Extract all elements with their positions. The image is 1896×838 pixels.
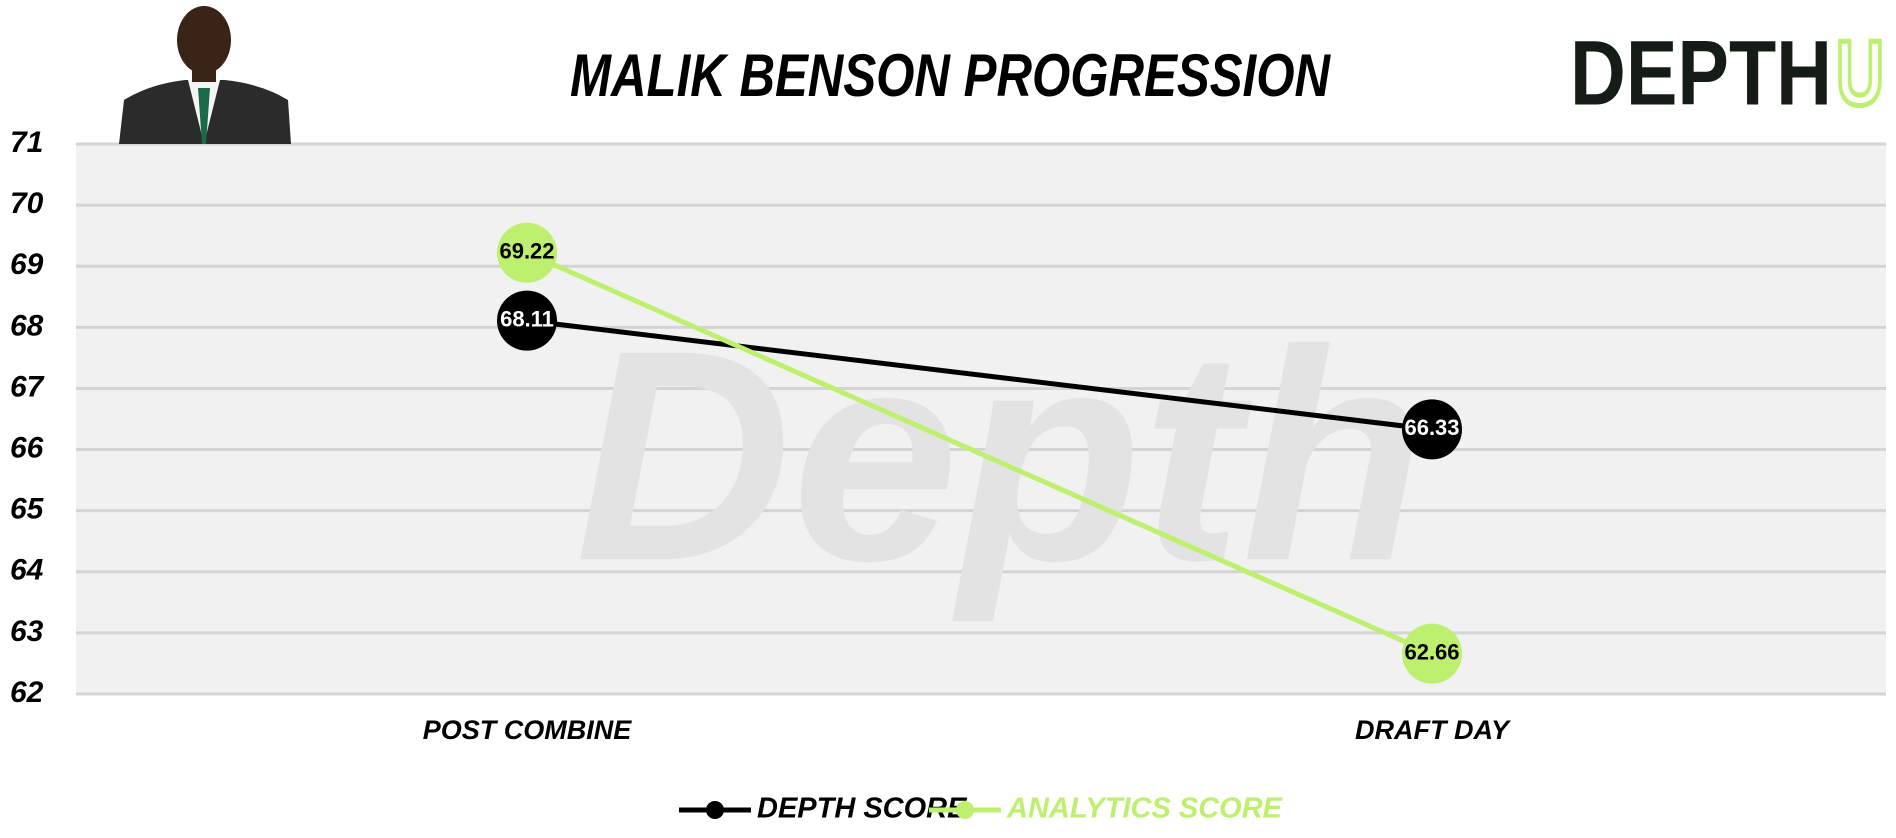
- data-label: 68.11: [500, 306, 554, 331]
- y-tick-label: 62: [10, 676, 44, 709]
- photo-head: [177, 6, 231, 74]
- y-tick-label: 65: [10, 493, 45, 526]
- y-tick-label: 66: [10, 431, 44, 464]
- data-point: [1402, 399, 1462, 460]
- legend-label: ANALYTICS SCORE: [1006, 793, 1284, 825]
- y-tick-label: 63: [10, 615, 44, 648]
- logo-accent: U: [1836, 22, 1884, 124]
- legend-marker: [706, 801, 724, 819]
- x-tick-label: POST COMBINE: [423, 715, 633, 745]
- player-photo: [119, 0, 291, 144]
- data-label: 62.66: [1404, 639, 1459, 664]
- y-tick-label: 68: [10, 309, 44, 342]
- photo-tie: [198, 88, 210, 144]
- data-point: [497, 222, 557, 283]
- plot-area: [76, 144, 1886, 694]
- x-tick-label: DRAFT DAY: [1355, 715, 1512, 745]
- y-tick-label: 67: [10, 370, 45, 403]
- photo-neck: [192, 68, 216, 82]
- legend-marker: [956, 801, 974, 819]
- data-label: 69.22: [499, 239, 554, 264]
- y-tick-label: 70: [10, 187, 44, 220]
- data-point: [497, 290, 557, 351]
- data-label: 66.33: [1404, 415, 1459, 440]
- chart-title: MALIK BENSON PROGRESSION: [570, 42, 1331, 109]
- y-tick-label: 64: [10, 554, 44, 587]
- logo-text: DEPTH: [1570, 22, 1832, 124]
- y-tick-label: 69: [10, 248, 44, 281]
- watermark: Depth: [575, 287, 1425, 625]
- grid: [76, 142, 1886, 696]
- series-line: [526, 318, 1433, 432]
- y-tick-label: 71: [10, 126, 43, 159]
- data-point: [1402, 623, 1462, 684]
- series-line: [525, 250, 1434, 656]
